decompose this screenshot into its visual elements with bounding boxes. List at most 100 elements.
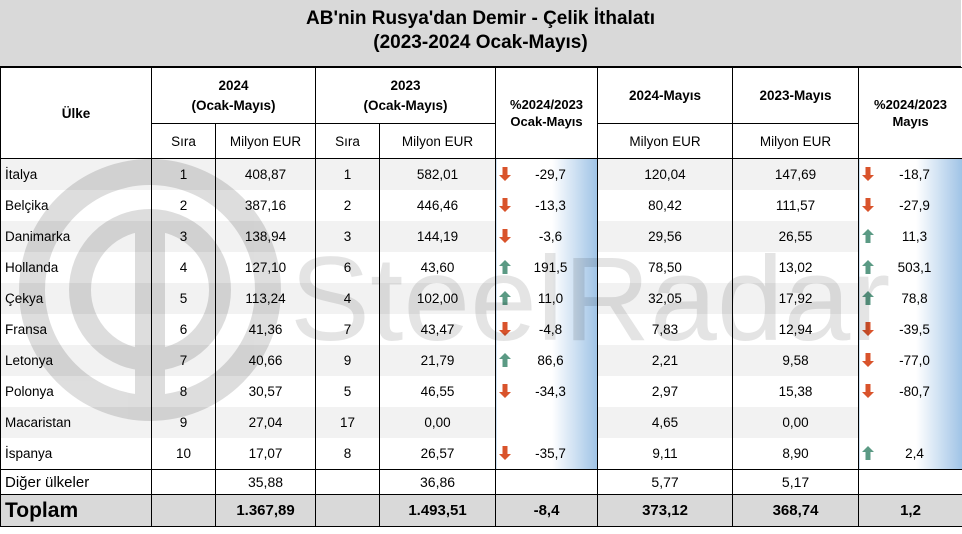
total-may-2023: 368,74 xyxy=(732,494,860,527)
value-may-2024: 80,42 xyxy=(597,190,734,221)
title-line-2: (2023-2024 Ocak-Mayıs) xyxy=(373,32,588,53)
pct-may-value: -80,7 xyxy=(899,384,930,399)
country-name: İtalya xyxy=(0,158,152,190)
pct-may-value: 503,1 xyxy=(897,260,932,275)
pct-jan-may-value: -13,3 xyxy=(535,198,566,213)
value-may-2023: 17,92 xyxy=(732,283,860,314)
pct-change-may xyxy=(858,407,962,438)
arrow-up-icon xyxy=(499,291,512,305)
value-2023: 43,47 xyxy=(379,314,497,345)
arrow-down-icon xyxy=(862,353,875,367)
other-may-2024: 5,77 xyxy=(597,469,734,495)
pct-change-may: -27,9 xyxy=(858,190,962,221)
pct-change-jan-may: -34,3 xyxy=(495,376,599,407)
pct-change-jan-may: -4,8 xyxy=(495,314,599,345)
table-row: Macaristan 9 27,04 17 0,00 4,65 0,00 xyxy=(0,407,962,438)
header-2023: 2023 (Ocak-Mayıs) xyxy=(315,67,497,124)
country-name: Macaristan xyxy=(0,407,152,438)
header-may-2023: 2023-Mayıs xyxy=(732,67,860,124)
pct-jan-may-value: 191,5 xyxy=(533,260,568,275)
rank-2024: 4 xyxy=(151,252,216,283)
value-2023: 144,19 xyxy=(379,221,497,252)
arrow-up-icon xyxy=(499,353,512,367)
pct-change-jan-may xyxy=(495,407,599,438)
value-2024: 113,24 xyxy=(214,283,317,314)
other-label: Diğer ülkeler xyxy=(0,469,152,495)
total-value-2023: 1.493,51 xyxy=(379,494,497,527)
arrow-down-icon xyxy=(862,384,875,398)
pct-change-jan-may: -35,7 xyxy=(495,438,599,470)
value-2024: 17,07 xyxy=(214,438,317,470)
pct-jan-may-value: -35,7 xyxy=(535,446,566,461)
header-may-2024: 2024-Mayıs xyxy=(597,67,734,124)
pct-may-value: -39,5 xyxy=(899,322,930,337)
header-pct-may: %2024/2023 Mayıs xyxy=(858,67,962,159)
value-may-2023: 111,57 xyxy=(732,190,860,221)
pct-change-may: -77,0 xyxy=(858,345,962,376)
total-may-2024: 373,12 xyxy=(597,494,734,527)
value-2024: 387,16 xyxy=(214,190,317,221)
header-2023-year: 2023 xyxy=(390,77,421,93)
pct-change-jan-may: -3,6 xyxy=(495,221,599,252)
value-2024: 127,10 xyxy=(214,252,317,283)
rank-2023: 6 xyxy=(315,252,381,283)
rank-2023: 2 xyxy=(315,190,381,221)
value-2023: 102,00 xyxy=(379,283,497,314)
table-row: Belçika 2 387,16 2 446,46 -13,3 80,42 111,57 -27… xyxy=(0,190,962,221)
pct-change-may: 503,1 xyxy=(858,252,962,283)
rank-2024: 5 xyxy=(151,283,216,314)
value-2023: 43,60 xyxy=(379,252,497,283)
arrow-up-icon xyxy=(499,260,512,274)
rank-2023: 3 xyxy=(315,221,381,252)
value-2023: 21,79 xyxy=(379,345,497,376)
table-row: Çekya 5 113,24 4 102,00 11,0 32,05 17,92 78,8 xyxy=(0,283,962,314)
header-pct-may-l1: %2024/2023 xyxy=(874,97,948,112)
pct-change-jan-may: 11,0 xyxy=(495,283,599,314)
pct-change-may: 78,8 xyxy=(858,283,962,314)
country-name: İspanya xyxy=(0,438,152,470)
value-may-2023: 0,00 xyxy=(732,407,860,438)
arrow-down-icon xyxy=(862,167,875,181)
pct-jan-may-value: 86,6 xyxy=(537,353,564,368)
pct-change-may: -18,7 xyxy=(858,158,962,190)
value-may-2023: 147,69 xyxy=(732,158,860,190)
table-row: Fransa 6 41,36 7 43,47 -4,8 7,83 12,94 -39,5 xyxy=(0,314,962,345)
table-row: Polonya 8 30,57 5 46,55 -34,3 2,97 15,38 -80,7 xyxy=(0,376,962,407)
value-2024: 27,04 xyxy=(214,407,317,438)
rank-2024: 9 xyxy=(151,407,216,438)
table-row: Danimarka 3 138,94 3 144,19 -3,6 29,56 26,55 11,… xyxy=(0,221,962,252)
pct-change-may: -39,5 xyxy=(858,314,962,345)
value-2024: 408,87 xyxy=(214,158,317,190)
rank-2023: 1 xyxy=(315,158,381,190)
pct-jan-may-value: -3,6 xyxy=(538,229,563,244)
arrow-up-icon xyxy=(862,229,875,243)
total-row: Toplam 1.367,89 1.493,51 -8,4 373,12 368,74 1,… xyxy=(0,494,962,527)
total-label: Toplam xyxy=(0,494,152,527)
value-2024: 30,57 xyxy=(214,376,317,407)
value-may-2024: 9,11 xyxy=(597,438,734,470)
rank-2023: 8 xyxy=(315,438,381,470)
value-may-2023: 9,58 xyxy=(732,345,860,376)
subheader-eur-may-2023: Milyon EUR xyxy=(732,123,860,159)
pct-may-value: 11,3 xyxy=(901,229,928,244)
arrow-down-icon xyxy=(499,167,512,181)
pct-jan-may-value: 11,0 xyxy=(537,291,564,306)
rank-2024: 2 xyxy=(151,190,216,221)
table-row: Hollanda 4 127,10 6 43,60 191,5 78,50 13,02 503,… xyxy=(0,252,962,283)
header-pct-jan-may: %2024/2023 Ocak-Mayıs xyxy=(495,67,599,159)
arrow-down-icon xyxy=(499,229,512,243)
value-2024: 40,66 xyxy=(214,345,317,376)
arrow-down-icon xyxy=(499,322,512,336)
country-name: Fransa xyxy=(0,314,152,345)
value-may-2023: 15,38 xyxy=(732,376,860,407)
country-name: Hollanda xyxy=(0,252,152,283)
arrow-down-icon xyxy=(499,384,512,398)
title-line-1: AB'nin Rusya'dan Demir - Çelik İthalatı xyxy=(306,8,655,29)
value-may-2024: 2,97 xyxy=(597,376,734,407)
pct-jan-may-value: -34,3 xyxy=(535,384,566,399)
subheader-eur-2023: Milyon EUR xyxy=(379,123,497,159)
rank-2024: 1 xyxy=(151,158,216,190)
rank-2023: 4 xyxy=(315,283,381,314)
pct-change-jan-may: -29,7 xyxy=(495,158,599,190)
country-name: Danimarka xyxy=(0,221,152,252)
